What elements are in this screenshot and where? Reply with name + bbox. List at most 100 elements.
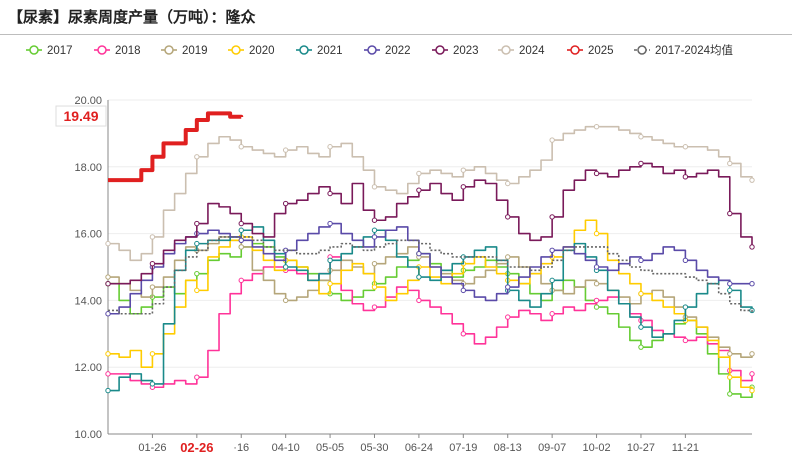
data-point	[327, 220, 333, 227]
x-tick-label: 04-10	[272, 442, 300, 454]
data-point	[549, 247, 555, 254]
series-line-2022	[108, 222, 752, 315]
data-point	[371, 217, 378, 223]
data-point	[460, 287, 467, 294]
series-line-2025	[108, 111, 244, 183]
data-point	[505, 214, 511, 220]
title-divider	[0, 34, 792, 35]
legend-label: 2020	[249, 45, 275, 57]
series-line-2018	[108, 256, 753, 389]
data-point	[749, 244, 755, 250]
data-point	[282, 200, 289, 207]
data-point	[105, 311, 111, 317]
legend-label: 2021	[317, 45, 343, 57]
x-tick-label: 07-19	[449, 442, 477, 454]
data-point	[749, 387, 755, 394]
data-point	[505, 284, 511, 290]
data-point	[238, 277, 244, 284]
data-point	[371, 304, 378, 310]
x-tick-label: 09-07	[538, 442, 566, 454]
data-point	[149, 381, 156, 387]
legend-label: 2024	[519, 45, 545, 57]
data-point	[749, 351, 755, 357]
data-point	[460, 331, 467, 337]
data-point	[682, 144, 689, 150]
legend-item-2017-2024均值: 2017-2024均值	[634, 44, 733, 57]
data-point	[416, 250, 422, 257]
line-chart: 10.00 12.00 14.00 16.00 18.00 20.00 01-26 02-26…	[55, 95, 755, 455]
data-point	[549, 311, 555, 317]
y-tick-label: 18.00	[74, 162, 102, 174]
legend-swatch-marker	[231, 45, 241, 55]
data-point	[549, 214, 555, 220]
data-point	[505, 314, 511, 320]
data-point	[194, 374, 200, 380]
x-tick-label: 08-13	[494, 442, 522, 454]
data-point	[638, 257, 644, 264]
x-tick-label: 05-30	[360, 442, 388, 454]
data-point	[638, 291, 644, 297]
legend-swatch-marker	[299, 45, 309, 55]
legend-item-2018: 2018	[94, 45, 141, 57]
data-point	[416, 297, 422, 304]
data-point	[727, 351, 733, 357]
data-point	[105, 281, 111, 287]
legend-swatch-marker	[637, 45, 647, 55]
data-point	[638, 134, 644, 140]
chart-legend: 2017 2018 2019 2020 2021 2022 2023 2024 2025 2017…	[26, 44, 733, 57]
last-value-label: 19.49	[63, 108, 98, 124]
legend-swatch-marker	[164, 45, 174, 55]
legend-swatch-marker	[435, 45, 445, 55]
x-tick-label: 01-26	[138, 442, 166, 454]
data-point	[460, 184, 467, 190]
data-point	[682, 337, 689, 344]
legend-item-2017: 2017	[26, 45, 73, 57]
data-point	[549, 277, 555, 284]
data-point	[327, 257, 333, 264]
data-point	[105, 351, 111, 357]
data-point	[460, 167, 467, 173]
data-point	[416, 170, 422, 177]
series-line-2023	[108, 162, 753, 285]
data-point	[749, 281, 755, 287]
data-point	[282, 264, 289, 270]
data-point	[194, 154, 200, 160]
data-point	[682, 174, 689, 180]
legend-swatch-marker	[367, 45, 377, 55]
data-point	[682, 304, 689, 310]
data-point	[593, 170, 600, 177]
data-point	[238, 144, 244, 150]
data-point	[105, 240, 111, 247]
data-point	[371, 234, 378, 240]
data-point	[682, 257, 689, 264]
legend-item-2025: 2025	[567, 45, 614, 57]
legend-label: 2017	[47, 45, 73, 57]
x-tick-label: 10-02	[582, 442, 610, 454]
data-point	[505, 180, 511, 187]
chart-title: 【尿素】尿素周度产量（万吨）：隆众	[8, 8, 256, 26]
legend-item-2024: 2024	[498, 45, 545, 57]
x-tick-label: 10-27	[627, 442, 655, 454]
y-tick-label: 12.00	[74, 362, 102, 374]
x-tick-label: 11-21	[672, 442, 699, 454]
last-value-box	[55, 105, 107, 127]
legend-swatch-marker	[97, 45, 107, 55]
legend-swatch-marker	[501, 45, 511, 55]
x-tick-label: 02-26	[180, 440, 213, 455]
data-point	[282, 147, 289, 153]
data-point	[194, 270, 200, 277]
data-point	[549, 137, 555, 143]
data-point	[371, 227, 378, 233]
legend-item-2019: 2019	[161, 45, 208, 57]
data-point	[105, 387, 111, 394]
data-point	[105, 371, 111, 377]
data-point	[593, 304, 600, 310]
legend-label: 2022	[385, 45, 411, 57]
data-point	[149, 260, 156, 267]
legend-label: 2025	[588, 45, 614, 57]
data-point	[371, 184, 378, 190]
series-line-2017-2024均值	[108, 236, 753, 315]
data-point	[194, 240, 200, 247]
data-point	[149, 234, 156, 240]
data-point	[749, 177, 755, 183]
